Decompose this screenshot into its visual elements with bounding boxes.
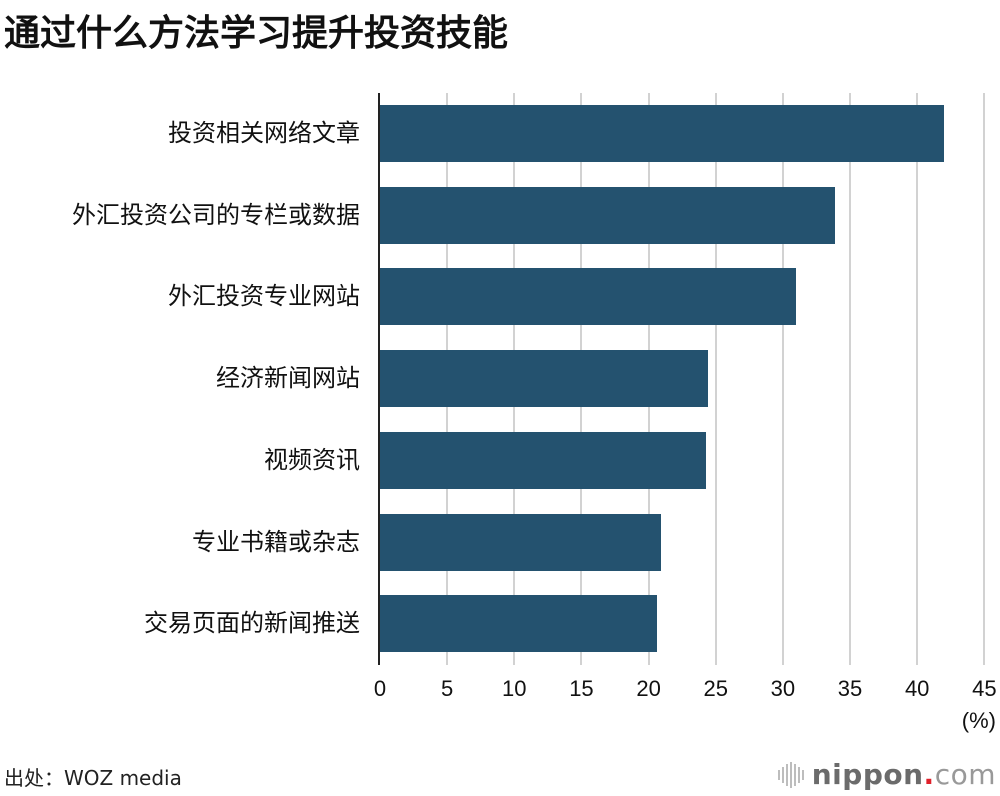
x-tick-label: 45 xyxy=(972,676,997,701)
category-label: 投资相关网络文章 xyxy=(168,119,360,147)
x-tick-label: 40 xyxy=(904,676,930,701)
y-axis-line xyxy=(378,93,380,665)
x-tick-label: 5 xyxy=(441,676,454,701)
category-label: 专业书籍或杂志 xyxy=(192,527,360,556)
x-tick-label: 15 xyxy=(569,676,594,701)
chart-title: 通过什么方法学习提升投资技能 xyxy=(4,13,509,54)
x-axis-unit-label: (%) xyxy=(961,708,996,733)
logo-text: nippon.com xyxy=(811,758,996,791)
bar xyxy=(380,513,661,571)
x-tick-label: 0 xyxy=(373,676,387,701)
bar xyxy=(380,431,707,489)
gridline xyxy=(714,93,717,665)
gridline xyxy=(781,93,784,665)
bar xyxy=(380,595,657,653)
bar xyxy=(380,350,708,408)
x-tick-label: 20 xyxy=(636,676,661,701)
gridline xyxy=(849,93,852,665)
x-tick-label: 25 xyxy=(703,676,728,701)
category-label: 视频资讯 xyxy=(264,445,360,474)
category-label: 外汇投资专业网站 xyxy=(168,282,360,311)
x-tick-label: 30 xyxy=(770,676,796,701)
gridline xyxy=(983,93,986,665)
category-label: 外汇投资公司的专栏或数据 xyxy=(72,200,360,229)
gridline xyxy=(916,93,919,665)
category-label: 经济新闻网站 xyxy=(216,364,360,393)
category-label: 交易页面的新闻推送 xyxy=(144,609,360,638)
x-tick-label: 35 xyxy=(837,676,863,701)
bar xyxy=(380,105,945,162)
bar xyxy=(380,186,836,244)
sound-wave-icon xyxy=(777,761,804,788)
x-tick-label: 10 xyxy=(502,676,527,701)
source-note: 出处：WOZ media xyxy=(4,766,182,790)
bar xyxy=(380,268,797,326)
nippon-logo: nippon.com xyxy=(777,758,996,791)
